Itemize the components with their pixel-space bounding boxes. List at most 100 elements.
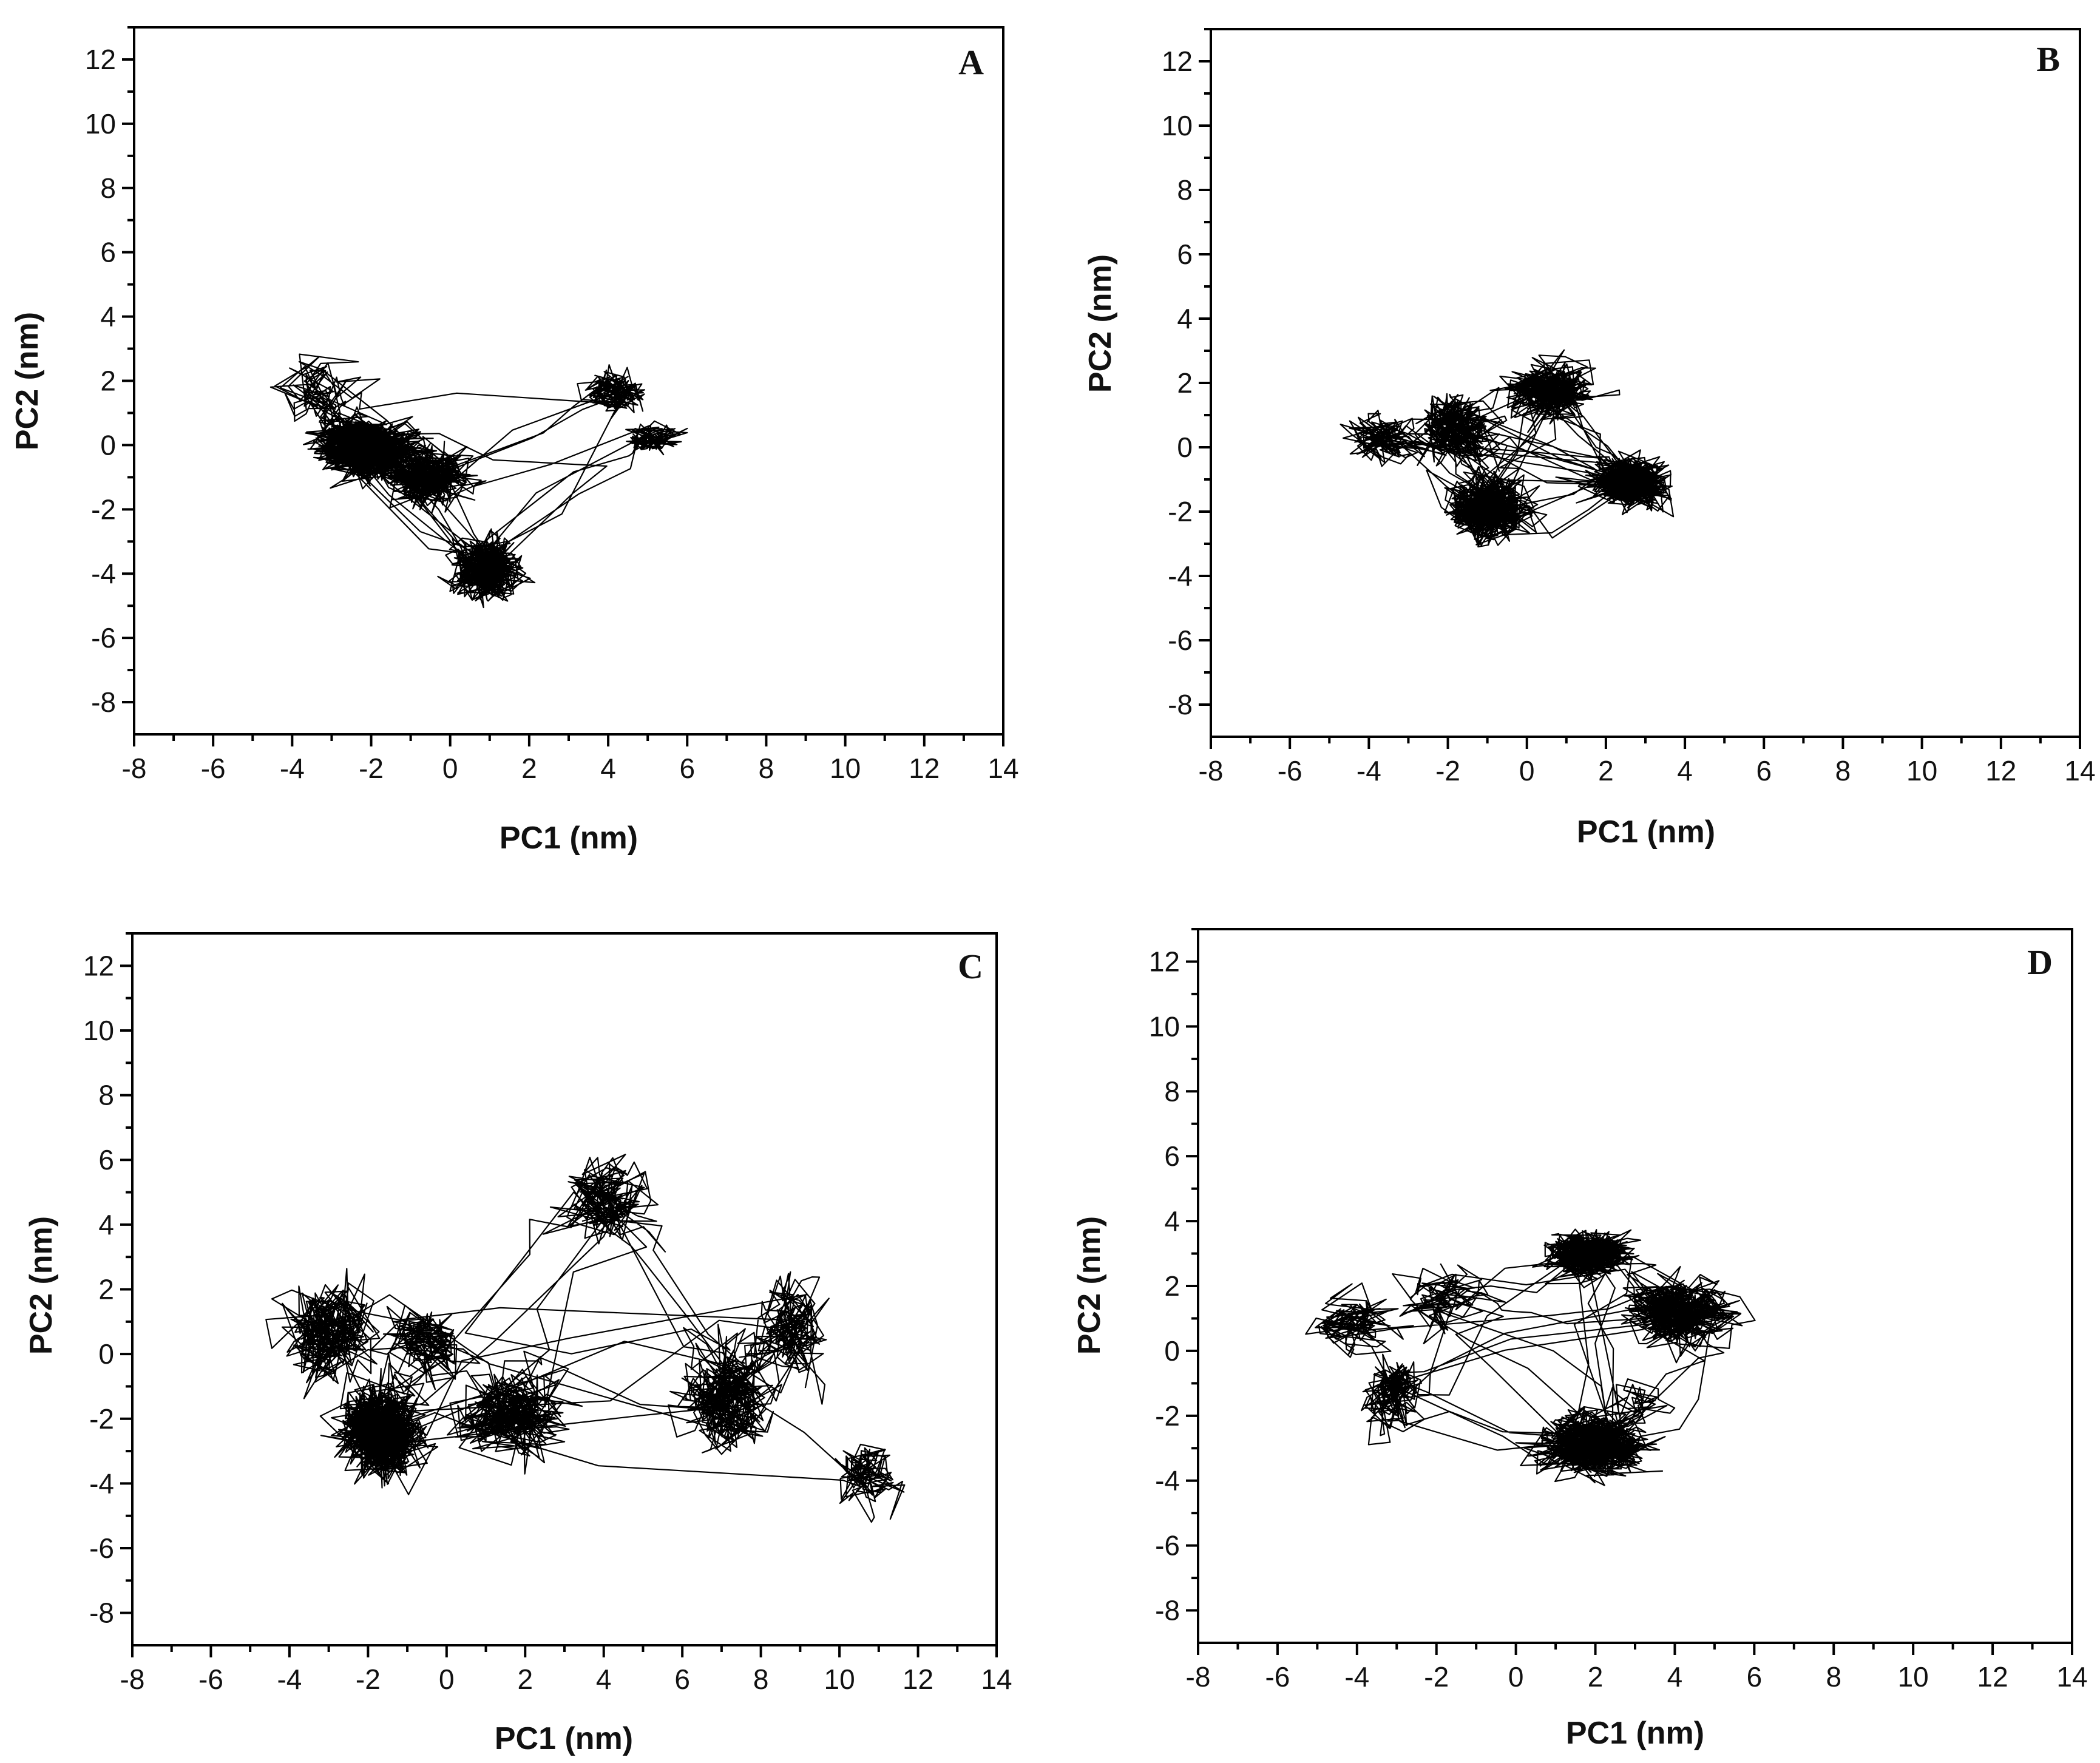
x-axis-title-d: PC1 (nm): [1566, 1716, 1704, 1751]
x-tick-label-c: 8: [753, 1663, 769, 1695]
pc1-pc2-trajectory-line-d: [1305, 1228, 1756, 1486]
trajectory-trace-a: [269, 353, 688, 609]
x-tick-label-c: -4: [277, 1663, 302, 1695]
panel-label-c: C: [958, 947, 983, 986]
x-tick-label-a: 6: [679, 753, 695, 784]
pc1-pc2-trajectory-line-a: [269, 353, 688, 609]
y-tick-label-a: -8: [91, 686, 116, 718]
x-tick-label-b: 12: [1985, 755, 2016, 787]
y-tick-label-d: 2: [1164, 1270, 1180, 1302]
plot-frame-c: [131, 932, 998, 1646]
x-tick-label-d: 12: [1977, 1661, 2008, 1693]
y-tick-label-a: -6: [91, 622, 116, 654]
y-tick-label-c: 12: [83, 950, 114, 981]
x-tick-label-b: 0: [1519, 755, 1535, 787]
x-tick-label-b: 2: [1598, 755, 1614, 787]
y-tick-label-b: -2: [1168, 496, 1193, 527]
y-tick-label-b: 10: [1162, 110, 1193, 141]
trajectory-trace-c: [265, 1154, 906, 1523]
x-tick-label-d: 14: [2056, 1661, 2087, 1693]
x-tick-label-c: 14: [981, 1663, 1012, 1695]
y-tick-label-c: 8: [98, 1080, 114, 1111]
x-tick-label-a: 10: [830, 753, 861, 784]
x-tick-label-c: 2: [517, 1663, 533, 1695]
y-tick-label-c: 6: [98, 1144, 114, 1176]
x-tick-label-a: 4: [600, 753, 616, 784]
x-tick-label-a: -8: [122, 753, 147, 784]
x-tick-label-d: 6: [1747, 1661, 1763, 1693]
y-tick-label-b: -8: [1168, 689, 1193, 720]
plot-frame-b: [1210, 28, 2081, 738]
pc1-pc2-trajectory-line-c: [265, 1154, 906, 1523]
x-tick-label-a: 14: [987, 753, 1018, 784]
x-axis-title-c: PC1 (nm): [495, 1721, 633, 1756]
y-tick-label-a: 12: [85, 44, 116, 75]
y-tick-label-c: -4: [89, 1467, 114, 1499]
y-axis-title-b: PC2 (nm): [1083, 254, 1118, 393]
x-tick-label-b: 10: [1906, 755, 1937, 787]
y-tick-label-a: 0: [100, 429, 116, 461]
x-tick-label-a: -2: [359, 753, 384, 784]
x-tick-label-c: 10: [824, 1663, 855, 1695]
y-tick-label-c: 10: [83, 1015, 114, 1046]
y-tick-label-d: 10: [1149, 1010, 1180, 1042]
x-tick-label-b: 6: [1756, 755, 1772, 787]
x-tick-label-b: -4: [1357, 755, 1381, 787]
y-tick-label-b: 0: [1177, 431, 1193, 463]
panel-d: -8 -6 -4 -2 0 2 4 6 8 10 12 14 -8 -6 -4 -2 0 2 4 6 8 10 12 D P…: [1072, 928, 2088, 1751]
plot-frame-d: [1197, 928, 2073, 1644]
x-tick-label-a: 8: [759, 753, 774, 784]
x-tick-label-a: 2: [521, 753, 537, 784]
y-tick-label-d: 12: [1149, 946, 1180, 977]
y-tick-label-b: 4: [1177, 303, 1193, 334]
panel-b: -8 -6 -4 -2 0 2 4 6 8 10 12 14 -8 -6 -4 -2 0 2 4 6 8 10 12 B P…: [1083, 28, 2096, 850]
y-tick-label-b: 12: [1162, 46, 1193, 77]
tick-labels-d: -8 -6 -4 -2 0 2 4 6 8 10 12 14 -8 -6 -4 -2 0 2 4 6 8 10 12: [1149, 946, 2088, 1693]
y-tick-label-b: 8: [1177, 174, 1193, 206]
axis-ticks-a: [122, 26, 1004, 746]
y-tick-label-c: -8: [89, 1597, 114, 1629]
x-tick-label-d: 2: [1588, 1661, 1604, 1693]
y-tick-label-d: -6: [1155, 1530, 1180, 1562]
y-tick-label-a: 10: [85, 108, 116, 140]
y-tick-label-a: 6: [100, 237, 116, 268]
x-tick-label-c: 4: [596, 1663, 612, 1695]
y-axis-title-a: PC2 (nm): [10, 312, 45, 450]
x-tick-label-d: 4: [1667, 1661, 1683, 1693]
y-tick-label-d: -4: [1155, 1465, 1180, 1497]
y-tick-label-a: 4: [100, 301, 116, 333]
x-tick-label-c: 0: [439, 1663, 455, 1695]
tick-labels-a: -8 -6 -4 -2 0 2 4 6 8 10 12 14 -8 -6 -4 -2 0 2 4 6 8 10 12: [85, 44, 1019, 784]
y-tick-label-d: -2: [1155, 1400, 1180, 1432]
panel-c: -8 -6 -4 -2 0 2 4 6 8 10 12 14 -8 -6 -4 -2 0 2 4 6 8 10 12 C P…: [24, 932, 1012, 1756]
y-tick-label-d: 8: [1164, 1075, 1180, 1107]
y-tick-label-d: 0: [1164, 1335, 1180, 1367]
y-tick-label-a: -2: [91, 493, 116, 525]
y-tick-label-c: 2: [98, 1274, 114, 1305]
tick-labels-c: -8 -6 -4 -2 0 2 4 6 8 10 12 14 -8 -6 -4 -2 0 2 4 6 8 10 12: [83, 950, 1012, 1695]
x-tick-label-d: -6: [1265, 1661, 1290, 1693]
y-tick-label-a: -4: [91, 558, 116, 589]
panel-label-b: B: [2036, 39, 2060, 79]
x-tick-label-b: 4: [1677, 755, 1693, 787]
x-tick-label-d: -2: [1424, 1661, 1449, 1693]
y-axis-title-d: PC2 (nm): [1072, 1216, 1107, 1355]
axis-ticks-d: [1186, 928, 2073, 1655]
axis-ticks-c: [120, 932, 998, 1657]
y-tick-label-c: 0: [98, 1338, 114, 1370]
x-tick-label-a: 0: [442, 753, 458, 784]
plot-frame-a: [133, 26, 1004, 736]
panel-label-a: A: [958, 42, 984, 82]
y-tick-label-b: -6: [1168, 624, 1193, 656]
axis-ticks-b: [1199, 28, 2081, 749]
x-tick-label-b: 8: [1835, 755, 1851, 787]
trajectory-trace-b: [1340, 349, 1675, 548]
x-tick-label-c: -8: [120, 1663, 145, 1695]
x-tick-label-b: 14: [2064, 755, 2095, 787]
x-tick-label-a: 12: [909, 753, 940, 784]
x-tick-label-d: 10: [1898, 1661, 1929, 1693]
trajectory-trace-d: [1305, 1228, 1756, 1486]
y-tick-label-a: 2: [100, 365, 116, 397]
x-tick-label-d: 8: [1826, 1661, 1841, 1693]
x-tick-label-d: 0: [1508, 1661, 1524, 1693]
